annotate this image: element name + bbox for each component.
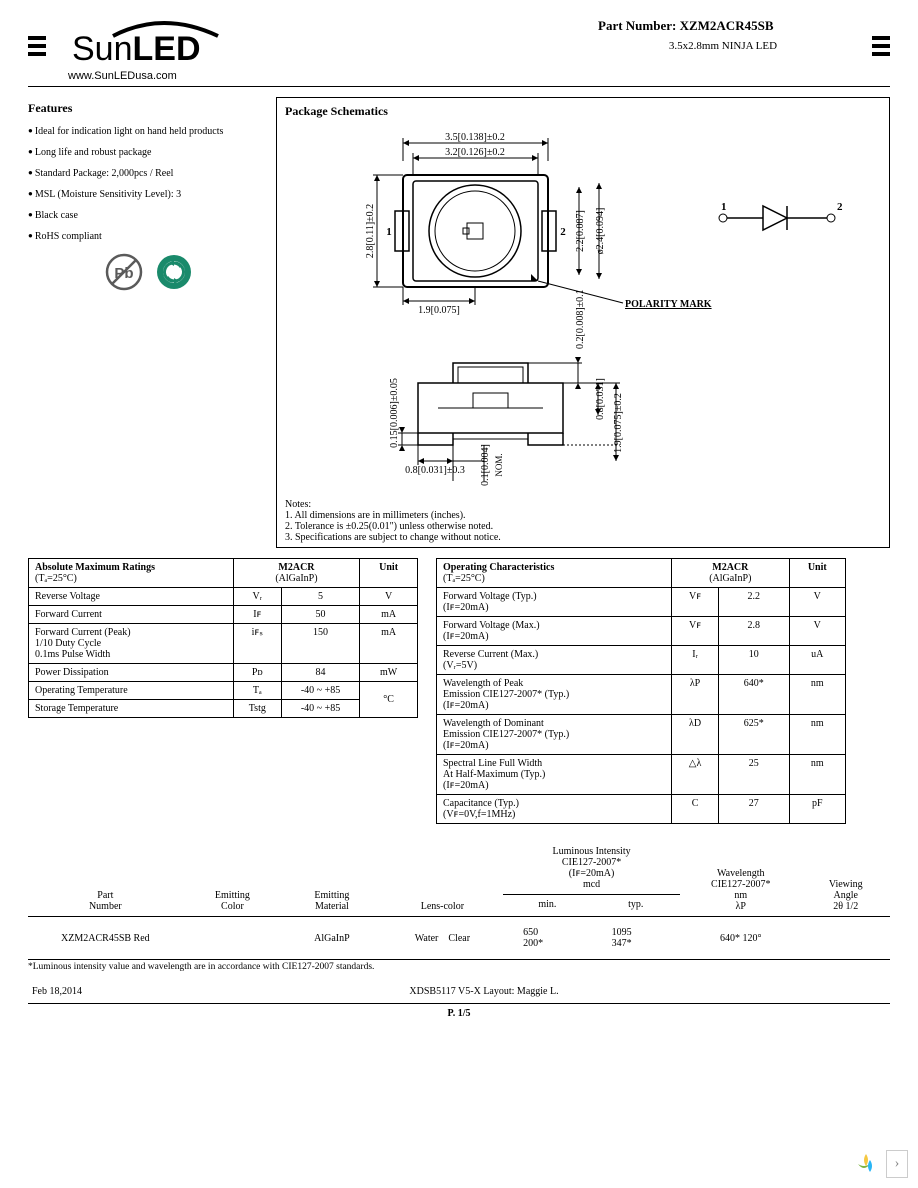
svg-text:ø2.4[0.094]: ø2.4[0.094] [595,208,606,255]
abs-title-cond: (Tₐ=25°C) [35,573,77,584]
menu-icon-right [872,18,890,56]
viewer-logo-icon [852,1150,880,1178]
row-features-schematics: Features Ideal for indication light on h… [28,97,890,548]
feature-item: Standard Package: 2,000pcs / Reel [28,168,270,179]
sunled-logo-svg: SunLED [68,18,253,70]
schematics-box: Package Schematics 3.5[0.138]±0.2 3.2[0.… [276,97,890,548]
features-list: Ideal for indication light on hand held … [28,126,270,242]
svg-text:2: 2 [837,201,843,213]
absolute-max-ratings-table: Absolute Maximum Ratings (Tₐ=25°C) M2ACR… [28,558,418,718]
svg-text:0.15[0.006]±0.05: 0.15[0.006]±0.05 [389,378,400,448]
note-line: 2. Tolerance is ±0.25(0.01") unless othe… [285,521,881,532]
feature-item: Long life and robust package [28,147,270,158]
feature-item: RoHS compliant [28,231,270,242]
next-page-button[interactable]: › [886,1150,908,1178]
svg-text:3.2[0.126]±0.2: 3.2[0.126]±0.2 [445,147,505,158]
summary-row: XZM2ACR45SB Red AlGaInP Water Clear 6502… [28,917,890,960]
summary-table: Part Number Emitting Color Emitting Mate… [28,842,890,960]
svg-text:0.8[0.031]: 0.8[0.031] [595,378,606,420]
package-schematic-svg: 3.5[0.138]±0.2 3.2[0.126]±0.2 1 2 [303,123,863,493]
diode-symbol: 1 2 [719,201,843,230]
product-subtitle: 3.5x2.8mm NINJA LED [598,40,848,52]
feature-item: Ideal for indication light on hand held … [28,126,270,137]
svg-text:1: 1 [721,201,727,213]
row-spec-tables: Absolute Maximum Ratings (Tₐ=25°C) M2ACR… [28,558,890,824]
note-line: 3. Specifications are subject to change … [285,532,881,543]
page-indicator: P. 1/5 [28,1003,890,1019]
viewer-corner: › [852,1150,908,1178]
part-number-label: Part Number: [598,18,676,33]
abs-title: Absolute Maximum Ratings [35,562,155,573]
svg-text:SunLED: SunLED [72,30,201,68]
svg-text:POLARITY MARK: POLARITY MARK [625,299,712,310]
svg-text:1.9[0.075]±0.2: 1.9[0.075]±0.2 [613,393,624,453]
svg-text:0.2[0.008]±0.1: 0.2[0.008]±0.1 [575,289,586,349]
rohs-icon [154,252,194,292]
footer-date: Feb 18,2014 [32,986,82,997]
page-header: SunLED www.SunLEDusa.com Part Number: XZ… [28,18,890,87]
header-right: Part Number: XZM2ACR45SB 3.5x2.8mm NINJA… [598,18,848,52]
svg-text:2.2[0.087]: 2.2[0.087] [575,210,586,252]
feature-item: MSL (Moisture Sensitivity Level): 3 [28,189,270,200]
part-number: XZM2ACR45SB [680,18,774,33]
features-title: Features [28,101,270,116]
compliance-icons: Pb [28,252,270,295]
notes-title: Notes: [285,499,881,510]
svg-text:NOM.: NOM. [494,453,504,476]
logo: SunLED www.SunLEDusa.com [68,18,253,82]
svg-text:1: 1 [386,226,392,238]
svg-text:3.5[0.138]±0.2: 3.5[0.138]±0.2 [445,132,505,143]
menu-icon-left [28,18,46,56]
features-block: Features Ideal for indication light on h… [28,97,270,548]
schematics-title: Package Schematics [285,104,881,119]
svg-text:1.9[0.075]: 1.9[0.075] [418,305,460,316]
svg-text:0.1[0.004]: 0.1[0.004] [480,444,491,486]
logo-url: www.SunLEDusa.com [68,70,253,82]
summary-footnote: *Luminous intensity value and wavelength… [28,962,890,972]
note-line: 1. All dimensions are in millimeters (in… [285,510,881,521]
page-footer: Feb 18,2014 XDSB5117 V5-X Layout: Maggie… [28,986,890,997]
pb-free-icon: Pb [104,252,144,292]
svg-text:2.8[0.11]±0.2: 2.8[0.11]±0.2 [365,204,376,258]
operating-characteristics-table: Operating Characteristics (Tₐ=25°C) M2AC… [436,558,846,824]
summary-table-wrap: Part Number Emitting Color Emitting Mate… [28,842,890,972]
footer-doc: XDSB5117 V5-X Layout: Maggie L. [409,986,558,997]
svg-text:2: 2 [560,226,566,238]
feature-item: Black case [28,210,270,221]
schematic-notes: Notes: 1. All dimensions are in millimet… [285,499,881,543]
svg-text:0.8[0.031]±0.3: 0.8[0.031]±0.3 [405,465,465,476]
